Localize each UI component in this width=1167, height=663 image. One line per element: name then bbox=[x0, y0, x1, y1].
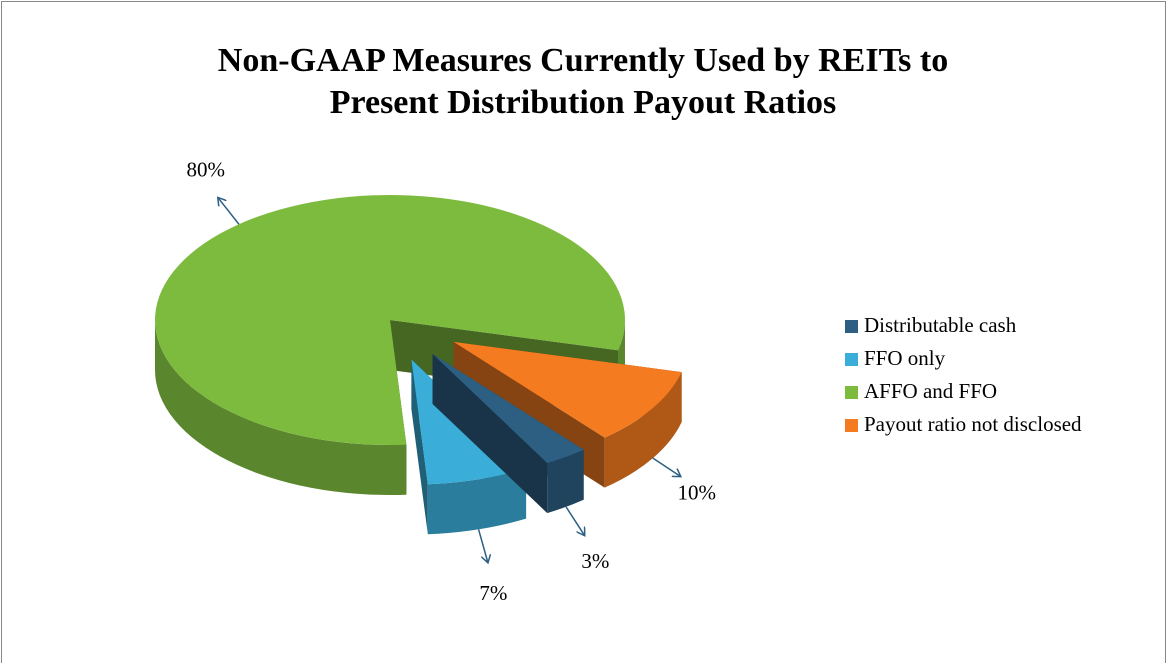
label-arrow bbox=[218, 197, 240, 225]
legend-label: Distributable cash bbox=[864, 313, 1017, 337]
slice-side bbox=[547, 449, 584, 514]
slice bbox=[154, 195, 625, 445]
slice-side bbox=[155, 320, 407, 496]
label-arrow bbox=[477, 529, 488, 563]
data-label: 80% bbox=[186, 157, 225, 181]
data-label: 3% bbox=[581, 549, 609, 573]
legend-label: FFO only bbox=[864, 346, 946, 370]
legend-swatch bbox=[845, 386, 858, 399]
legend-label: Payout ratio not disclosed bbox=[864, 412, 1082, 436]
data-label: 10% bbox=[677, 480, 716, 504]
chart-title: Non-GAAP Measures Currently Used by REIT… bbox=[217, 42, 949, 121]
label-arrow bbox=[565, 506, 585, 536]
legend-swatch bbox=[845, 320, 858, 333]
label-arrow bbox=[652, 457, 681, 477]
data-label: 7% bbox=[479, 581, 507, 605]
legend-swatch bbox=[845, 419, 858, 432]
slice-side bbox=[432, 353, 548, 514]
slice bbox=[432, 353, 584, 464]
slice-side bbox=[604, 372, 682, 488]
legend-swatch bbox=[845, 353, 858, 366]
legend-label: AFFO and FFO bbox=[864, 379, 997, 403]
slice-side bbox=[411, 359, 428, 535]
slice bbox=[453, 341, 682, 438]
slice-side bbox=[427, 468, 527, 535]
